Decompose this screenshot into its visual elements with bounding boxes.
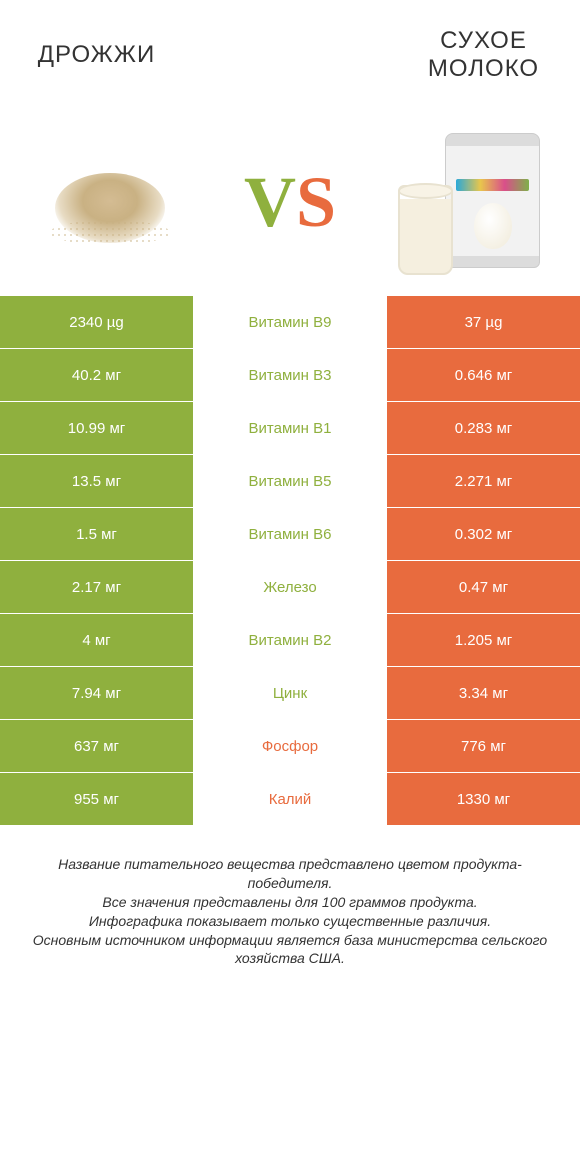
comparison-table: 2340 µgВитамин B937 µg40.2 мгВитамин B30… [0,295,580,825]
table-row: 2.17 мгЖелезо0.47 мг [0,560,580,613]
header-row: ДРОЖЖИ СУХОЕ МОЛОКО [0,0,580,110]
footer-line-3: Инфографика показывает только существенн… [25,912,555,931]
cell-label: Калий [193,773,387,825]
cell-left: 2.17 мг [0,561,193,613]
vs-label: VS [200,161,380,244]
table-row: 955 мгКалий1330 мг [0,772,580,825]
cell-label: Витамин B6 [193,508,387,560]
yeast-icon [35,153,185,253]
table-row: 1.5 мгВитамин B60.302 мг [0,507,580,560]
table-row: 7.94 мгЦинк3.34 мг [0,666,580,719]
milk-icon [390,123,550,283]
cell-label: Витамин B3 [193,349,387,401]
cell-label: Цинк [193,667,387,719]
cell-left: 955 мг [0,773,193,825]
cell-left: 13.5 мг [0,455,193,507]
cell-label: Витамин B1 [193,402,387,454]
footer-line-1: Название питательного вещества представл… [25,855,555,893]
product-left [20,118,200,288]
footer-note: Название питательного вещества представл… [0,825,580,968]
cell-left: 1.5 мг [0,508,193,560]
cell-right: 776 мг [387,720,580,772]
cell-right: 37 µg [387,296,580,348]
cell-right: 0.302 мг [387,508,580,560]
header-right: СУХОЕ МОЛОКО [387,27,580,83]
cell-right: 1.205 мг [387,614,580,666]
cell-left: 7.94 мг [0,667,193,719]
product-row: VS [0,110,580,295]
cell-label: Витамин B2 [193,614,387,666]
vs-v: V [244,162,296,242]
product-right [380,118,560,288]
cell-label: Витамин B9 [193,296,387,348]
cell-left: 4 мг [0,614,193,666]
table-row: 2340 µgВитамин B937 µg [0,295,580,348]
header-left: ДРОЖЖИ [0,41,193,69]
table-row: 40.2 мгВитамин B30.646 мг [0,348,580,401]
cell-label: Железо [193,561,387,613]
cell-label: Витамин B5 [193,455,387,507]
table-row: 10.99 мгВитамин B10.283 мг [0,401,580,454]
footer-line-2: Все значения представлены для 100 граммо… [25,893,555,912]
cell-left: 637 мг [0,720,193,772]
cell-right: 2.271 мг [387,455,580,507]
table-row: 4 мгВитамин B21.205 мг [0,613,580,666]
cell-right: 0.283 мг [387,402,580,454]
cell-right: 0.646 мг [387,349,580,401]
footer-line-4: Основным источником информации является … [25,931,555,969]
cell-right: 3.34 мг [387,667,580,719]
cell-right: 0.47 мг [387,561,580,613]
cell-label: Фосфор [193,720,387,772]
cell-left: 2340 µg [0,296,193,348]
cell-right: 1330 мг [387,773,580,825]
cell-left: 40.2 мг [0,349,193,401]
cell-left: 10.99 мг [0,402,193,454]
table-row: 637 мгФосфор776 мг [0,719,580,772]
vs-s: S [296,162,336,242]
table-row: 13.5 мгВитамин B52.271 мг [0,454,580,507]
